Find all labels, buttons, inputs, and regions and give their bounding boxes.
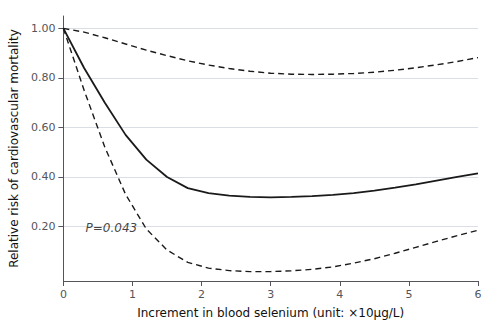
svg-text:3: 3 <box>267 288 274 301</box>
svg-text:0.40: 0.40 <box>31 170 56 183</box>
svg-text:0.20: 0.20 <box>31 220 56 233</box>
svg-text:Relative risk of cardiovascula: Relative risk of cardiovascular mortalit… <box>7 29 21 268</box>
svg-text:P=0.043: P=0.043 <box>86 221 138 235</box>
svg-text:0: 0 <box>60 288 67 301</box>
svg-text:0.60: 0.60 <box>31 121 56 134</box>
svg-text:5: 5 <box>405 288 412 301</box>
svg-text:2: 2 <box>198 288 205 301</box>
svg-text:6: 6 <box>475 288 482 301</box>
svg-text:1.00: 1.00 <box>31 22 56 35</box>
svg-text:Increment in blood selenium (u: Increment in blood selenium (unit: ×10μg… <box>137 306 404 320</box>
svg-text:0.80: 0.80 <box>31 71 56 84</box>
svg-text:1: 1 <box>129 288 136 301</box>
svg-text:4: 4 <box>336 288 343 301</box>
